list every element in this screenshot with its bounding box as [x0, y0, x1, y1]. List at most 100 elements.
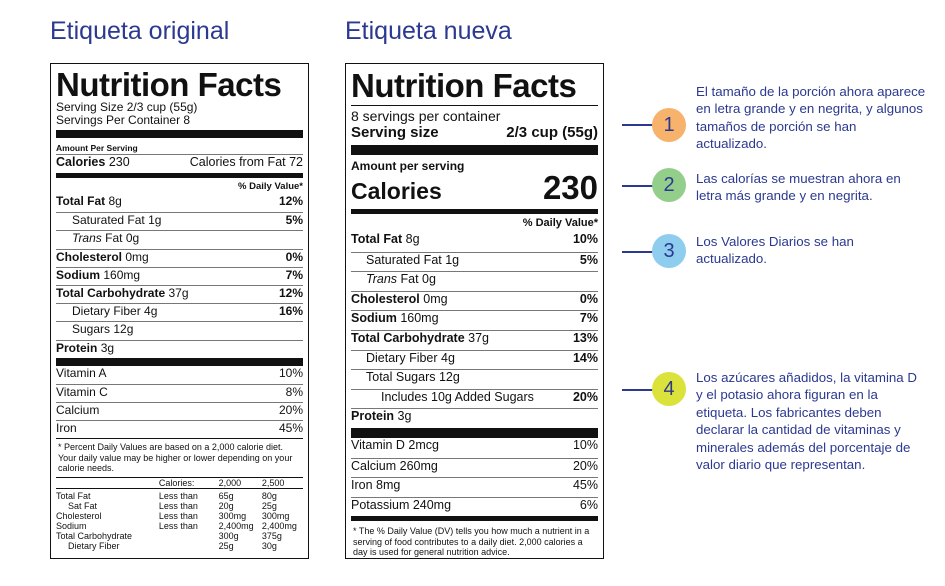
nutrient-name-cell: Total Fat 8g	[56, 194, 122, 208]
nutrient-name-cell: Total Sugars 12g	[366, 370, 460, 384]
nutrient-row: Saturated Fat 1g 5%	[351, 251, 598, 272]
nutrient-row: Total Fat 8g 12%	[56, 194, 303, 212]
nutrient-row: Protein 3g	[56, 339, 303, 358]
nutrient-daily-value: 0%	[579, 291, 598, 306]
original-serving-size: Serving Size 2/3 cup (55g)	[56, 100, 198, 114]
nutrient-amount: 12g	[113, 322, 134, 337]
nutrient-name: Protein	[351, 409, 395, 424]
nutrient-amount: 8g	[108, 194, 122, 208]
footnote-table-row: Dietary Fiber 25g 30g	[56, 541, 303, 551]
nutrient-name-cell: Protein 3g	[351, 409, 411, 423]
callout-text-1: El tamaño de la porción ahora aparece en…	[696, 84, 926, 152]
footnote-table-cell: 2,400mg	[261, 520, 297, 531]
medium-divider	[56, 173, 303, 178]
medium-divider	[351, 209, 598, 214]
nutrient-name-cell: Total Fat 8g	[351, 232, 420, 246]
nutrient-daily-value: 12%	[278, 285, 303, 300]
footnote-table-cell: Total Fat	[56, 490, 91, 501]
nutrient-amount: 1g	[148, 213, 162, 228]
nutrient-name-cell: Saturated Fat 1g	[366, 253, 459, 267]
footnote-table-cell: 25g	[218, 540, 234, 551]
callout-connector-4	[622, 389, 654, 391]
thick-divider	[56, 130, 303, 138]
vitamin-row: Vitamin D 2mcg 10%	[351, 438, 598, 458]
callout-connector-3	[622, 251, 654, 253]
vitamin-name: Vitamin C	[56, 384, 108, 399]
nutrient-amount: 160mg	[103, 267, 141, 282]
nutrient-name: Total Fat	[351, 232, 403, 246]
footnote-table-cell: Less than	[158, 500, 198, 511]
nutrient-name: Trans	[366, 272, 398, 287]
serving-size-label: Serving size	[351, 124, 439, 141]
nutrient-amount: 4g	[144, 304, 158, 319]
nutrient-name-cell: Total Carbohydrate 37g	[351, 331, 489, 345]
nutrient-name: Sugars	[72, 322, 111, 337]
nutrient-name: Sodium	[351, 311, 397, 326]
nutrient-row: Total Sugars 12g	[351, 369, 598, 389]
nutrient-name-cell: Sodium 160mg	[56, 268, 140, 282]
nutrient-name: Includes 10g Added Sugars	[381, 389, 534, 404]
footnote-table-row: Sat Fat Less than 20g 25g	[56, 501, 303, 511]
nutrient-name: Cholesterol	[351, 291, 420, 306]
vitamin-row: Iron 45%	[56, 420, 303, 438]
callout-text-2: Las calorías se muestran ahora en letra …	[696, 171, 901, 204]
original-calories-row: Calories 230 Calories from Fat 72	[56, 154, 303, 173]
new-servings-per-container: 8 servings per container	[351, 108, 501, 124]
nutrient-row: Total Carbohydrate 37g 12%	[56, 284, 303, 303]
nutrient-row: Saturated Fat 1g 5%	[56, 212, 303, 230]
vitamin-daily-value: 45%	[572, 478, 598, 493]
nutrient-daily-value: 16%	[278, 304, 303, 319]
vitamin-name: Calcium	[56, 403, 100, 418]
footnote-table-cell: 300mg	[261, 510, 290, 521]
footnote-table-cell: Less than	[158, 490, 198, 501]
thick-divider	[351, 145, 598, 155]
footnote-table-cell: 300g	[218, 530, 239, 541]
callout-text-3: Los Valores Diarios se han actualizado.	[696, 234, 854, 267]
nutrient-daily-value: 5%	[285, 213, 303, 228]
nutrient-amount: 37g	[468, 330, 490, 345]
callout-connector-2	[622, 185, 654, 187]
thick-divider	[56, 357, 303, 366]
new-calories-row: Calories 230	[351, 169, 598, 207]
calories-value: 230	[542, 169, 598, 206]
nutrient-amount: 37g	[168, 285, 189, 300]
original-footnote-table: Calories: 2,000 2,500 Total Fat Less than 65g…	[56, 478, 303, 551]
footnote-table-cell	[159, 531, 219, 541]
vitamin-name: Potassium 240mg	[351, 497, 452, 512]
footnote-table-cell: 300mg	[218, 510, 247, 521]
footnote-table-cell: Less than	[158, 510, 198, 521]
footnote-table-header	[56, 478, 159, 489]
vitamin-row: Vitamin C 8%	[56, 383, 303, 402]
nutrient-row: Dietary Fiber 4g 16%	[56, 303, 303, 321]
nutrient-daily-value: 5%	[579, 252, 598, 267]
nutrient-row: Includes 10g Added Sugars 20%	[351, 388, 598, 409]
footnote-table-cell: 20g	[218, 500, 234, 511]
nutrient-amount: 3g	[100, 340, 115, 355]
footnote-table-cell: Dietary Fiber	[68, 540, 120, 551]
nutrient-row: Total Carbohydrate 37g 13%	[351, 329, 598, 350]
vitamin-name: Vitamin D 2mcg	[351, 437, 439, 452]
vitamin-row: Potassium 240mg 6%	[351, 496, 598, 517]
new-nutrition-label: Nutrition Facts 8 servings per container…	[345, 63, 604, 559]
nutrient-name-cell: Cholesterol 0mg	[56, 250, 149, 264]
original-daily-value-header: % Daily Value*	[238, 180, 303, 192]
nutrient-row: Trans Fat 0g	[351, 271, 598, 291]
nutrient-name: Cholesterol	[56, 249, 123, 264]
nutrient-name: Total Carbohydrate	[56, 285, 166, 300]
callout-text-4: Los azúcares añadidos, la vitamina D y e…	[696, 370, 917, 473]
nutrient-row: Cholesterol 0mg 0%	[56, 248, 303, 267]
nutrient-name-cell: Saturated Fat 1g	[72, 213, 161, 227]
nutrient-name: Total Sugars	[366, 370, 436, 385]
medium-divider	[351, 516, 598, 522]
calories-label: Calories	[56, 155, 106, 169]
nutrient-amount: 8g	[405, 232, 420, 246]
nutrient-amount: 4g	[441, 350, 455, 365]
nutrient-name: Total Fat	[56, 194, 106, 208]
nutrient-amount: 3g	[397, 409, 412, 424]
vitamin-row: Calcium 260mg 20%	[351, 457, 598, 478]
vitamin-row: Calcium 20%	[56, 402, 303, 420]
footnote-table-cell: 25g	[261, 500, 277, 511]
new-vitamin-list: Vitamin D 2mcg 10% Calcium 260mg 20% Iron 8m…	[351, 438, 598, 516]
nutrient-name: Trans	[72, 231, 102, 246]
nutrient-daily-value: 13%	[572, 330, 598, 345]
